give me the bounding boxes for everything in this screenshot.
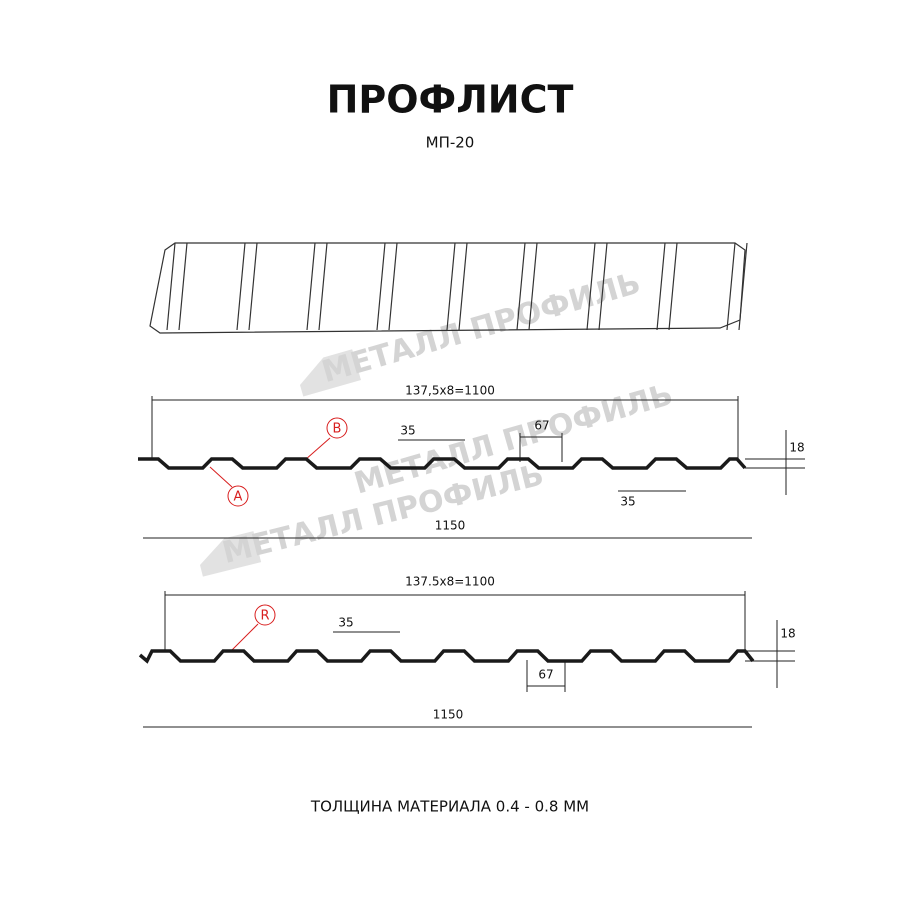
- sheet-rib: [318, 242, 328, 331]
- marker-circle: [227, 485, 249, 507]
- dim-label: 35: [400, 424, 415, 438]
- dim-label: 35: [338, 616, 353, 630]
- profile-shape: [138, 457, 747, 470]
- marker-circle: [254, 604, 276, 626]
- watermark-icon: [200, 531, 262, 577]
- dim-label: 67: [538, 668, 553, 682]
- marker-leader: [209, 466, 233, 488]
- sheet-rib: [178, 242, 188, 331]
- dim-label: 18: [789, 441, 804, 455]
- dim-label: 137,5x8=1100: [405, 384, 495, 398]
- sheet-rib: [388, 242, 398, 331]
- watermark-text: МЕТАЛЛ ПРОФИЛЬ: [318, 266, 644, 390]
- marker-label: A: [234, 490, 243, 505]
- sheet-rib: [446, 242, 456, 331]
- sheet-rib: [376, 242, 386, 331]
- marker-leader: [231, 623, 259, 651]
- marker-label: B: [333, 422, 342, 437]
- sheet-rib: [458, 242, 468, 331]
- sheet-rib: [598, 242, 608, 331]
- sheet-rib: [586, 242, 596, 331]
- dim-label: 18: [780, 627, 795, 641]
- profile-shape: [138, 649, 755, 664]
- sheet-illustration: [149, 242, 748, 334]
- sheet-rib: [516, 242, 526, 331]
- sheet-rib: [668, 242, 678, 331]
- dim-label: 137.5x8=1100: [405, 575, 495, 589]
- dim-label: 1150: [433, 708, 464, 722]
- sheet-rib: [236, 242, 246, 331]
- title: ПРОФЛИСТ: [327, 78, 574, 122]
- profile-r: 137.5x8=1100 35 18 67 1150 R: [138, 575, 796, 728]
- sheet-rib: [656, 242, 666, 331]
- sheet-rib: [248, 242, 258, 331]
- dim-label: 1150: [435, 519, 466, 533]
- sheet-rib: [166, 242, 176, 331]
- dim-label: 67: [534, 419, 549, 433]
- sheet-rib: [306, 242, 316, 331]
- sheet-rib: [738, 242, 748, 331]
- marker-label: R: [260, 609, 269, 624]
- sheet-rib: [528, 242, 538, 331]
- footer: ТОЛЩИНА МАТЕРИАЛА 0.4 - 0.8 ММ: [310, 798, 589, 816]
- dim-label: 35: [620, 495, 635, 509]
- marker-leader: [304, 437, 331, 461]
- profile-a: 137,5x8=1100 35 67 18 35 1150 B A: [138, 384, 805, 539]
- watermark-icon: [300, 349, 361, 397]
- sheet-rib: [726, 242, 736, 331]
- subtitle: МП-20: [426, 134, 475, 152]
- marker-circle: [326, 417, 348, 439]
